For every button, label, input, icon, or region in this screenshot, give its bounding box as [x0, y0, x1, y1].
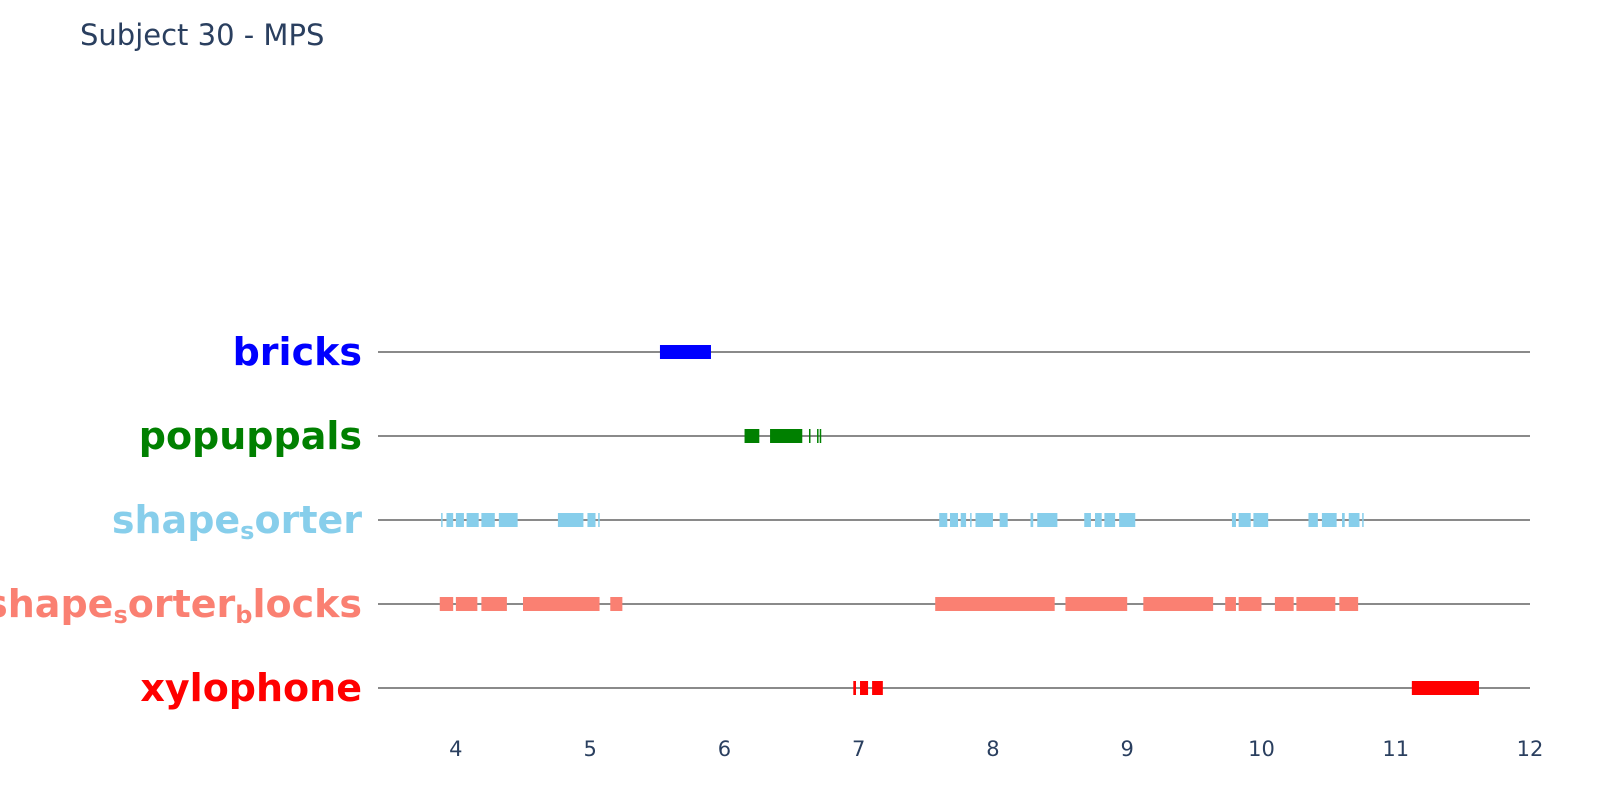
interval-bar-shape_sorter-8 — [598, 513, 600, 527]
interval-bar-shape_sorter-14 — [999, 513, 1008, 527]
interval-bar-shape_sorter-22 — [1238, 513, 1251, 527]
x-tick-label-6: 6 — [718, 737, 731, 761]
interval-bar-shape_sorter-24 — [1308, 513, 1318, 527]
interval-bar-xylophone-0 — [853, 681, 856, 695]
interval-bar-shape_sorter-12 — [970, 513, 972, 527]
interval-bar-popuppals-3 — [817, 429, 819, 443]
interval-bar-shape_sorter-19 — [1104, 513, 1116, 527]
interval-bar-shape_sorter_blocks-4 — [610, 597, 623, 611]
interval-bar-shape_sorter-28 — [1362, 513, 1364, 527]
interval-bar-shape_sorter_blocks-6 — [1065, 597, 1128, 611]
interval-bar-shape_sorter-5 — [498, 513, 518, 527]
x-tick-label-8: 8 — [986, 737, 999, 761]
interval-bar-shape_sorter-10 — [949, 513, 959, 527]
x-tick-label-10: 10 — [1248, 737, 1275, 761]
category-label-shape_sorter: shapesorter — [112, 498, 362, 545]
x-tick-label-11: 11 — [1382, 737, 1409, 761]
interval-bar-shape_sorter_blocks-9 — [1238, 597, 1262, 611]
interval-bar-shape_sorter_blocks-8 — [1225, 597, 1236, 611]
x-tick-label-9: 9 — [1121, 737, 1134, 761]
x-tick-label-5: 5 — [583, 737, 596, 761]
interval-bar-bricks-0 — [659, 345, 711, 359]
interval-bar-shape_sorter-23 — [1253, 513, 1269, 527]
x-tick-label-7: 7 — [852, 737, 865, 761]
x-axis-ticks: 4 5 6 7 8 9 10 11 12 — [449, 737, 1543, 761]
interval-bar-shape_sorter_blocks-3 — [523, 597, 600, 611]
interval-bar-shape_sorter-3 — [466, 513, 479, 527]
interval-bar-popuppals-1 — [770, 429, 803, 443]
interval-bar-shape_sorter-0 — [441, 513, 443, 527]
category-label-xylophone: xylophone — [140, 666, 362, 710]
interval-bar-shape_sorter_blocks-11 — [1296, 597, 1336, 611]
interval-bar-xylophone-3 — [1411, 681, 1479, 695]
interval-bar-shape_sorter-1 — [446, 513, 454, 527]
interval-bar-shape_sorter-17 — [1084, 513, 1091, 527]
interval-bar-shape_sorter_blocks-10 — [1274, 597, 1294, 611]
interval-bar-shape_sorter_blocks-2 — [481, 597, 507, 611]
interval-bar-shape_sorter-9 — [939, 513, 948, 527]
interval-bar-shape_sorter-25 — [1321, 513, 1337, 527]
interval-bar-shape_sorter-13 — [975, 513, 993, 527]
interval-bar-shape_sorter-18 — [1094, 513, 1102, 527]
interval-bars — [439, 345, 1479, 695]
chart-title: Subject 30 - MPS — [80, 18, 325, 52]
interval-bar-shape_sorter-6 — [557, 513, 584, 527]
interval-bar-shape_sorter-26 — [1342, 513, 1345, 527]
interval-bar-shape_sorter-4 — [481, 513, 495, 527]
interval-bar-popuppals-4 — [819, 429, 822, 443]
interval-bar-xylophone-2 — [872, 681, 883, 695]
interval-bar-shape_sorter-27 — [1348, 513, 1360, 527]
interval-bar-shape_sorter_blocks-7 — [1143, 597, 1214, 611]
x-tick-label-4: 4 — [449, 737, 462, 761]
interval-bar-shape_sorter-2 — [455, 513, 464, 527]
category-label-shape_sorter_blocks: shapesorterblocks — [0, 582, 362, 629]
interval-bar-shape_sorter_blocks-1 — [455, 597, 478, 611]
category-label-bricks: bricks — [233, 330, 362, 374]
interval-bar-xylophone-1 — [860, 681, 869, 695]
interval-bar-popuppals-2 — [808, 429, 811, 443]
x-tick-label-12: 12 — [1517, 737, 1544, 761]
interval-bar-shape_sorter_blocks-5 — [935, 597, 1055, 611]
interval-bar-shape_sorter-7 — [587, 513, 596, 527]
interval-bar-shape_sorter-11 — [960, 513, 967, 527]
interval-bar-shape_sorter_blocks-12 — [1339, 597, 1359, 611]
interval-bar-shape_sorter-15 — [1030, 513, 1034, 527]
interval-bar-popuppals-0 — [744, 429, 760, 443]
interval-bar-shape_sorter-21 — [1231, 513, 1236, 527]
category-label-popuppals: popuppals — [139, 414, 362, 458]
interval-bar-shape_sorter-20 — [1119, 513, 1136, 527]
interval-bar-shape_sorter-16 — [1037, 513, 1058, 527]
category-labels: bricks popuppals shapesorter shapesorterblo… — [0, 330, 362, 710]
interval-bar-shape_sorter_blocks-0 — [439, 597, 454, 611]
